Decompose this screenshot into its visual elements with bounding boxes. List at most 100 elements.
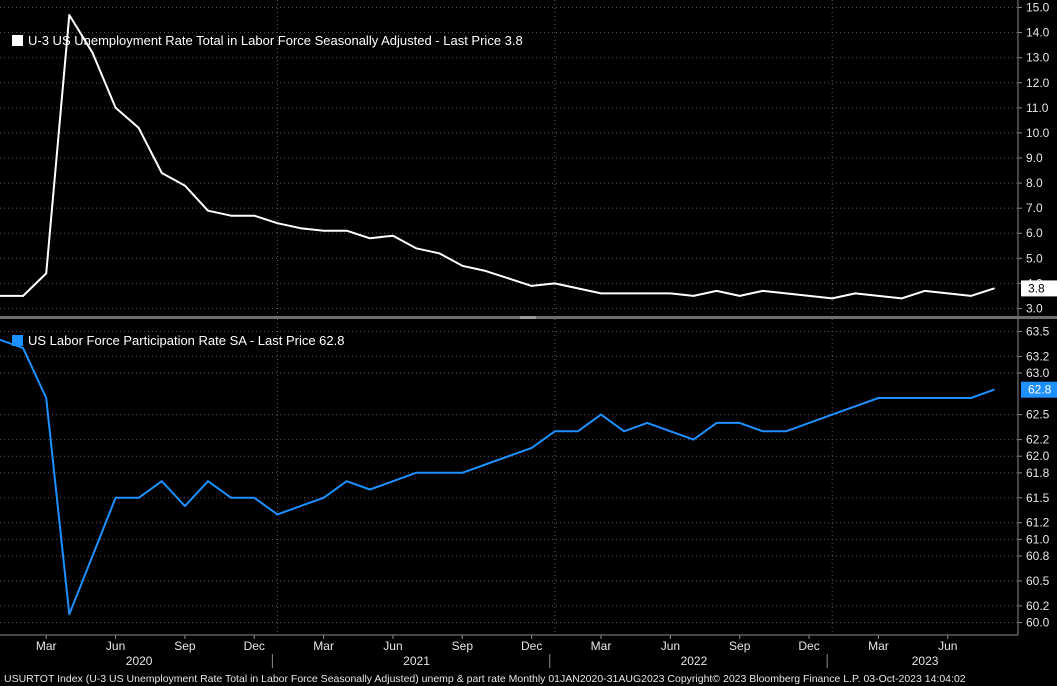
data-point <box>299 505 302 507</box>
data-point <box>91 51 94 54</box>
data-point <box>299 227 302 230</box>
data-point <box>877 295 880 297</box>
data-point <box>577 430 579 433</box>
data-point <box>831 297 833 300</box>
y-tick-label: 60.0 <box>1026 616 1050 630</box>
data-point <box>785 292 787 295</box>
y-tick-label: 62.0 <box>1026 449 1050 463</box>
data-point <box>276 222 279 225</box>
y-tick-label: 61.2 <box>1026 516 1050 530</box>
series-line <box>0 338 995 616</box>
data-point <box>207 209 209 212</box>
data-point <box>230 496 232 499</box>
x-year-label: 2023 <box>912 654 939 668</box>
x-tick-label: Jun <box>106 639 125 653</box>
y-tick-label: 6.0 <box>1026 226 1043 240</box>
data-point <box>970 295 972 297</box>
data-point <box>900 297 903 300</box>
data-point <box>553 430 556 433</box>
data-point <box>946 292 949 295</box>
data-point <box>415 472 417 474</box>
data-point <box>461 472 464 474</box>
data-point <box>161 172 163 174</box>
data-point <box>68 14 71 16</box>
y-tick-label: 13.0 <box>1026 51 1050 65</box>
y-tick-label: 8.0 <box>1026 176 1043 190</box>
data-point <box>692 438 695 441</box>
data-point <box>392 480 394 482</box>
y-tick-label: 62.5 <box>1026 408 1050 422</box>
y-tick-label: 63.0 <box>1026 366 1050 380</box>
data-point <box>785 430 787 433</box>
data-point <box>22 347 24 349</box>
data-point <box>553 282 556 285</box>
series-line <box>0 14 995 300</box>
data-point <box>600 292 602 295</box>
last-price-tag <box>1021 280 1057 297</box>
y-tick-label: 5.0 <box>1026 251 1043 265</box>
data-point <box>646 292 649 295</box>
lower-panel: 60.0 60.2 60.5 60.8 61.0 61.2 61.5 61.8 62.0 62.2… <box>0 319 1057 635</box>
y-tick-label: 12.0 <box>1026 76 1050 90</box>
y-tick-label: 60.8 <box>1026 549 1050 563</box>
data-point <box>137 496 140 499</box>
x-tick-label: Mar <box>36 639 57 653</box>
y-tick-label: 10.0 <box>1026 126 1050 140</box>
data-point <box>91 555 94 557</box>
x-axis: Mar Jun Sep Dec Mar Jun Sep Dec Mar Jun Sep Dec Mar J… <box>0 634 1018 668</box>
data-point <box>530 285 533 287</box>
data-point <box>438 252 441 255</box>
x-tick-label: Dec <box>521 639 542 653</box>
x-tick-label: Sep <box>174 639 196 653</box>
data-point <box>715 290 718 292</box>
legend-swatch <box>12 35 23 46</box>
data-point <box>484 463 487 466</box>
y-tick-label: 61.5 <box>1026 491 1050 505</box>
data-point <box>369 488 371 491</box>
data-point <box>253 214 256 217</box>
y-tick-label: 61.8 <box>1026 466 1050 480</box>
upper-panel: 3.04.05.06.07.08.09.010.011.012.013.014.… <box>0 0 1057 316</box>
data-point <box>993 388 995 391</box>
last-price-tag <box>1021 381 1057 398</box>
data-point <box>207 480 209 482</box>
data-point <box>715 422 718 424</box>
data-point <box>762 430 764 433</box>
data-point <box>854 292 857 295</box>
data-point <box>68 613 71 616</box>
legend-label: US Labor Force Participation Rate SA - L… <box>28 333 345 348</box>
data-point <box>646 422 649 424</box>
x-tick-label: Sep <box>452 639 474 653</box>
data-point <box>808 422 810 424</box>
y-tick-label: 60.5 <box>1026 574 1050 588</box>
x-year-label: 2021 <box>403 654 430 668</box>
data-point <box>808 295 810 297</box>
data-point <box>230 214 232 217</box>
legend-label: U-3 US Unemployment Rate Total in Labor … <box>28 33 523 48</box>
data-point <box>530 447 533 449</box>
x-tick-label: Mar <box>313 639 334 653</box>
y-tick-label: 15.0 <box>1026 1 1050 15</box>
y-tick-label: 9.0 <box>1026 151 1043 165</box>
data-point <box>623 430 625 433</box>
data-point <box>970 397 972 399</box>
data-point <box>762 290 764 292</box>
data-point <box>392 234 394 237</box>
y-tick-label: 11.0 <box>1026 101 1049 115</box>
data-point <box>831 413 833 416</box>
x-tick-label: Dec <box>798 639 819 653</box>
data-point <box>738 295 741 297</box>
panel-resize-handle[interactable] <box>520 316 536 319</box>
x-tick-label: Jun <box>938 639 957 653</box>
data-point <box>946 397 949 399</box>
x-tick-label: Dec <box>244 639 265 653</box>
x-tick-label: Jun <box>661 639 680 653</box>
data-point <box>161 480 163 482</box>
last-price-label: 62.8 <box>1028 383 1052 397</box>
data-point <box>461 265 464 267</box>
data-point <box>345 229 348 232</box>
data-point <box>877 397 880 399</box>
data-point <box>669 292 672 295</box>
data-point <box>923 397 926 399</box>
